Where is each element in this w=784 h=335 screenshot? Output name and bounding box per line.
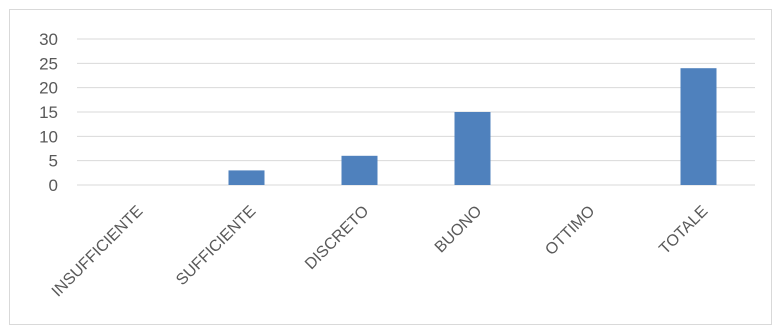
bar-buono bbox=[454, 112, 491, 185]
x-axis-category-labels: INSUFFICIENTE SUFFICIENTE DISCRETO BUONO OTT… bbox=[49, 203, 712, 301]
x-category-label: TOTALE bbox=[656, 203, 711, 258]
bar-sufficiente bbox=[228, 170, 265, 185]
bars bbox=[228, 68, 717, 185]
y-tick-label: 0 bbox=[49, 176, 58, 195]
x-category-label: OTTIMO bbox=[542, 203, 598, 259]
x-category-label: INSUFFICIENTE bbox=[49, 203, 147, 301]
bar-totale bbox=[680, 68, 717, 185]
x-category-label: SUFFICIENTE bbox=[173, 203, 259, 289]
x-category-label: DISCRETO bbox=[302, 203, 372, 273]
y-tick-label: 10 bbox=[39, 127, 58, 146]
y-tick-label: 30 bbox=[39, 30, 58, 49]
bar-discreto bbox=[341, 155, 378, 185]
chart-area bbox=[9, 9, 772, 325]
y-tick-label: 5 bbox=[49, 152, 58, 171]
x-category-label: BUONO bbox=[432, 203, 486, 257]
y-tick-label: 20 bbox=[39, 79, 58, 98]
gridlines bbox=[77, 38, 755, 186]
y-tick-label: 15 bbox=[39, 103, 58, 122]
y-tick-label: 25 bbox=[39, 54, 58, 73]
y-axis-tick-labels: 0 5 10 15 20 25 30 bbox=[39, 30, 58, 195]
